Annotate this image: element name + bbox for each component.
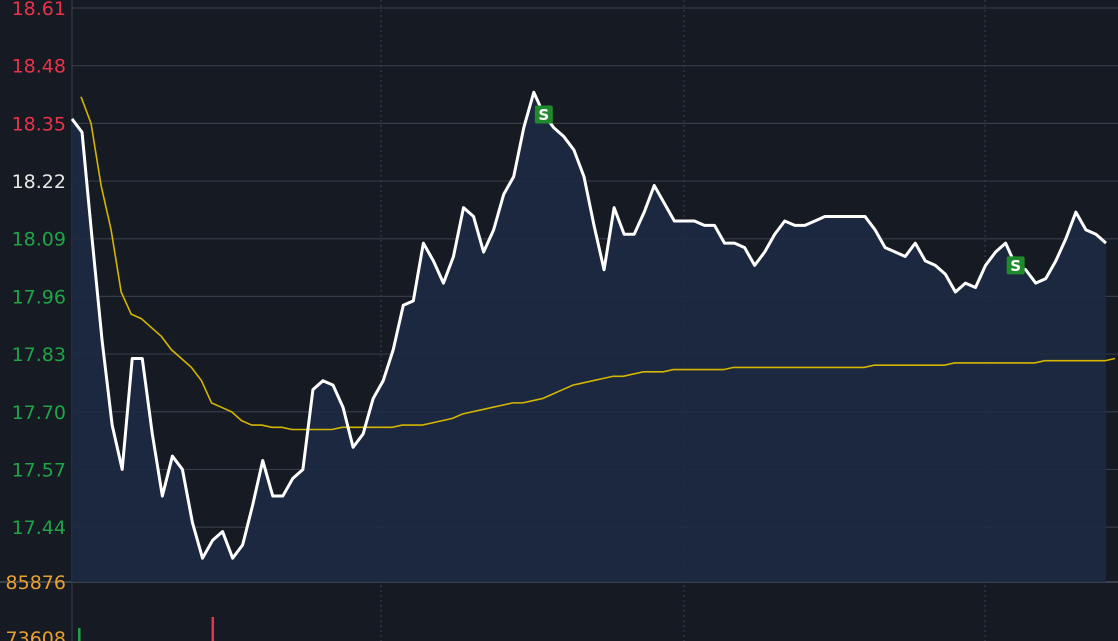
volume-label-mid: 73608 [6,628,66,641]
price-area-fill [72,92,1106,582]
signal-marker-label: S [1010,257,1021,275]
signal-marker-box [1006,256,1025,275]
signal-marker-box [534,105,553,124]
y-axis-labels: 18.61 18.48 18.35 18.22 18.09 17.96 17.83 17.70… [12,0,66,539]
volume-label-max: 85876 [6,572,66,594]
y-tick-label: 17.44 [12,517,66,539]
signal-marker-label: S [538,106,549,124]
y-tick-label: 17.96 [12,286,66,308]
y-tick-label: 18.61 [12,0,66,20]
y-tick-label: 18.35 [12,113,66,135]
y-tick-label: 18.48 [12,56,66,78]
price-line-path [70,90,1107,560]
volume-bar [211,617,215,641]
y-tick-label: 18.22 [12,171,66,193]
volume-bar [78,628,81,641]
price-line [70,90,1107,560]
signal-marker: S [534,105,553,124]
price-area [72,92,1106,582]
y-tick-label: 17.83 [12,344,66,366]
signal-marker: S [1006,256,1025,275]
volume-panel: 85876 73608 [6,572,215,641]
y-tick-label: 17.57 [12,459,66,481]
y-tick-label: 18.09 [12,229,66,251]
signal-markers: SS [534,105,1025,275]
average-line-path [80,96,1116,431]
average-line [80,96,1116,431]
y-tick-label: 17.70 [12,402,66,424]
